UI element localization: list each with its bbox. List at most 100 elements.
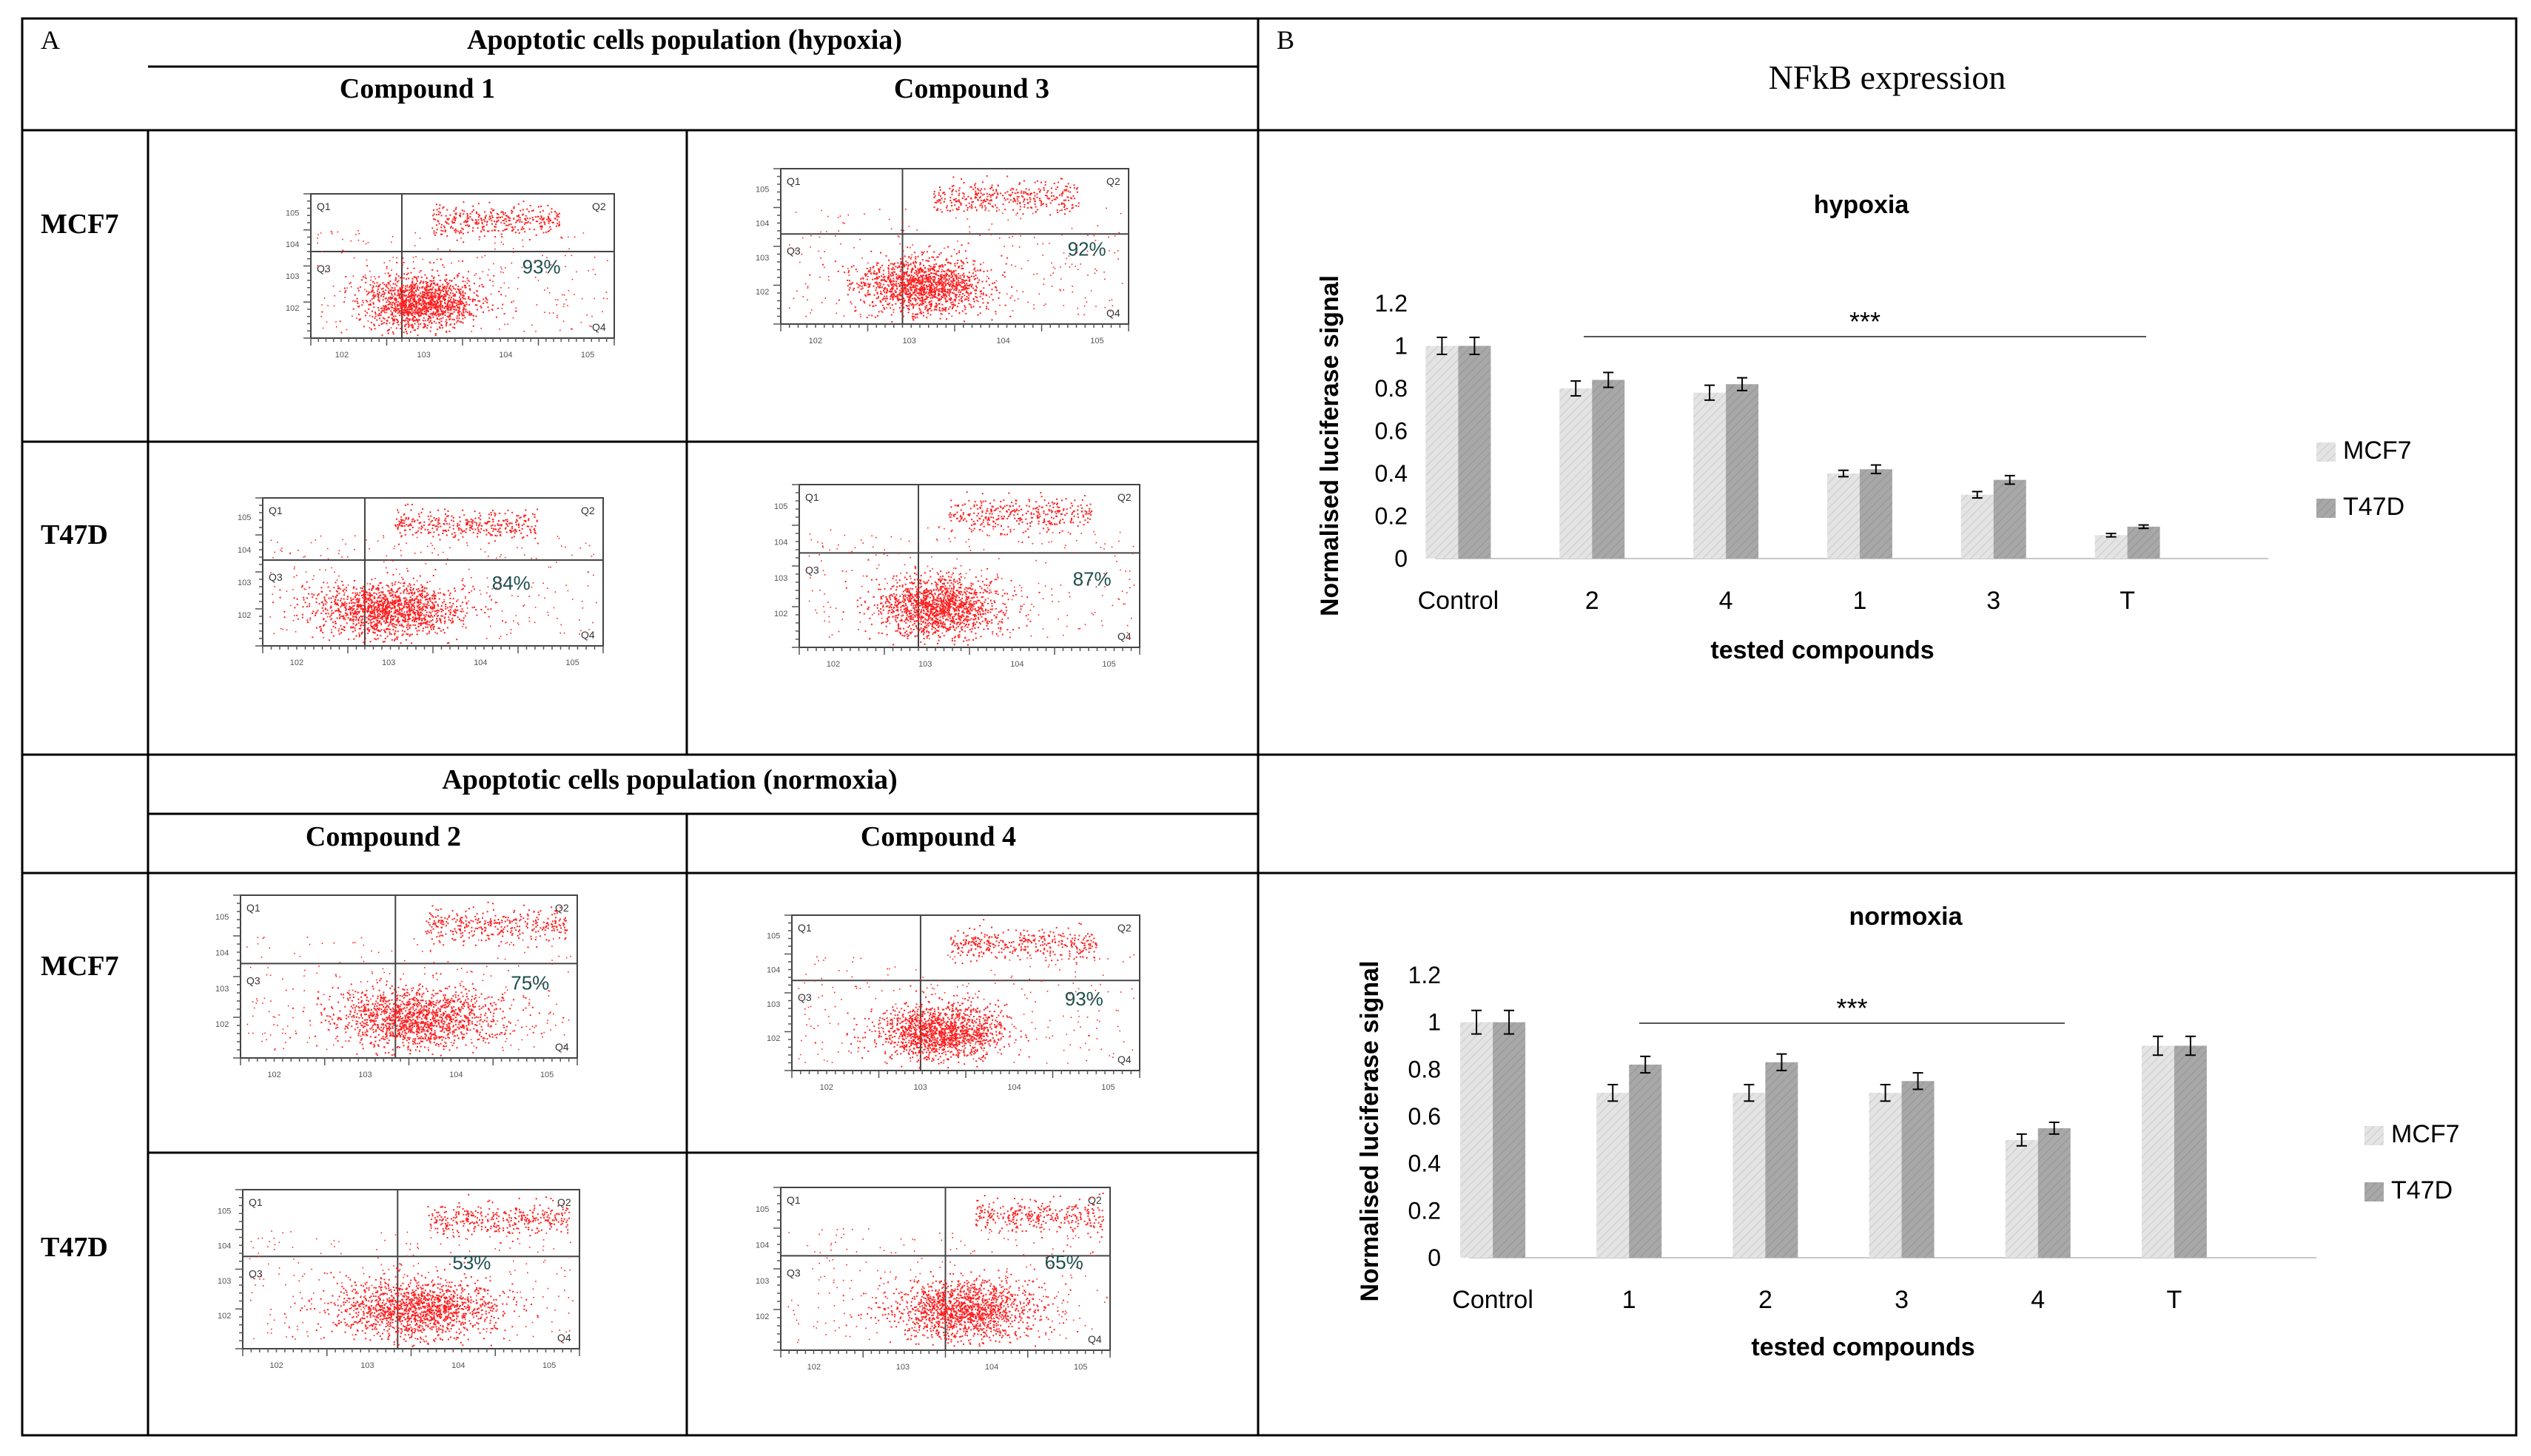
y-axis-decade-label: 105 (767, 932, 780, 941)
x-axis-label: tested compounds (1710, 636, 1934, 664)
y-tick-label: 0.2 (1375, 503, 1408, 530)
x-axis-decade-label: 102 (827, 660, 840, 669)
y-tick-label: 0 (1428, 1244, 1441, 1271)
quadrant-label-q2: Q2 (557, 1196, 571, 1208)
flow-plot: 102 105 103 104 104 103 105 102 Q1 Q2 Q3 Q4 53% (218, 1189, 580, 1370)
x-category-label: 3 (1986, 587, 2000, 615)
panel-a-label: A (41, 25, 60, 55)
y-axis-decade-label: 103 (238, 579, 251, 587)
quadrant-label-q3: Q3 (787, 245, 801, 257)
bar-t47d-2 (1765, 1062, 1798, 1258)
x-axis-decade-label: 102 (267, 1071, 280, 1079)
quadrant-label-q3: Q3 (787, 1267, 801, 1278)
flow-cytometry-plots: 102 105 103 104 104 103 105 102 Q1 Q2 Q3 Q4 93% 102 10… (215, 168, 1140, 1372)
y-axis-decade-label: 102 (286, 304, 299, 313)
x-axis-decade-label: 104 (449, 1071, 463, 1079)
plot-frame (799, 484, 1140, 648)
quadrant-label-q2: Q2 (1106, 175, 1120, 187)
y-tick-label: 0 (1394, 545, 1408, 572)
legend-label-mcf7: MCF7 (2391, 1120, 2460, 1148)
scatter-dots (269, 503, 597, 644)
y-axis-decade-label: 102 (774, 610, 787, 619)
y-axis-decade-label: 104 (756, 220, 769, 229)
x-axis-decade-label: 103 (382, 658, 395, 667)
x-axis-decade-label: 104 (1010, 660, 1024, 669)
x-category-label: 4 (1719, 587, 1733, 615)
bar-mcf7-4 (2005, 1139, 2038, 1258)
x-axis-decade-label: 105 (1074, 1363, 1087, 1372)
flow-plot: 102 105 103 104 104 103 105 102 Q1 Q2 Q3 Q4 87% (774, 484, 1140, 669)
col-header-compound-2: Compound 2 (306, 821, 461, 852)
plot-axis-ticks (235, 1189, 580, 1356)
y-axis-decade-label: 105 (286, 209, 299, 218)
x-category-label: 4 (2031, 1286, 2045, 1314)
row-label-mcf7-normoxia: MCF7 (41, 951, 119, 982)
y-axis-decade-label: 104 (774, 538, 787, 547)
quadrant-label-q2: Q2 (1088, 1194, 1102, 1206)
x-axis-decade-label: 103 (360, 1361, 374, 1370)
quadrant-percent-label: 92% (1068, 238, 1106, 260)
x-axis-decade-label: 103 (903, 337, 916, 346)
y-axis-decade-label: 102 (238, 611, 251, 620)
bar-t47d-3 (1901, 1081, 1935, 1258)
col-header-compound-3: Compound 3 (894, 73, 1049, 104)
y-tick-label: 0.8 (1408, 1056, 1441, 1082)
normoxia-header: Apoptotic cells population (normoxia) (442, 764, 897, 795)
x-axis-decade-label: 104 (451, 1361, 465, 1370)
plot-axis-ticks (255, 497, 604, 653)
quadrant-label-q1: Q1 (787, 175, 801, 187)
plot-axis-ticks (303, 193, 615, 346)
quadrant-percent-label: 65% (1045, 1251, 1083, 1273)
quadrant-label-q4: Q4 (1117, 630, 1132, 642)
bar-mcf7-2 (1559, 388, 1593, 559)
legend-label-t47d: T47D (2391, 1176, 2453, 1204)
legend-swatch-mcf7 (2364, 1126, 2384, 1145)
quadrant-percent-label: 93% (1065, 988, 1103, 1010)
plot-frame (310, 193, 615, 339)
x-axis-decade-label: 103 (417, 351, 431, 360)
bar-t47d-control (1493, 1022, 1526, 1258)
plot-axis-ticks (792, 484, 1140, 655)
significance-stars: *** (1849, 306, 1880, 337)
scatter-dots (249, 1193, 574, 1347)
x-axis-decade-label: 103 (896, 1363, 910, 1372)
bar-t47d-1 (1859, 469, 1892, 559)
row-label-t47d-hypoxia: T47D (41, 519, 108, 550)
quadrant-label-q3: Q3 (269, 571, 283, 583)
y-axis-decade-label: 104 (756, 1241, 769, 1250)
bar-mcf7-t (2141, 1045, 2174, 1258)
quadrant-label-q1: Q1 (246, 902, 261, 914)
bar-t47d-2 (1592, 380, 1625, 559)
quadrant-label-q2: Q2 (592, 200, 606, 212)
row-label-mcf7-hypoxia: MCF7 (41, 209, 119, 240)
x-axis-decade-label: 105 (540, 1071, 554, 1079)
quadrant-label-q4: Q4 (1117, 1054, 1132, 1065)
flow-plot: 102 105 103 104 104 103 105 102 Q1 Q2 Q3 Q4 92% (756, 168, 1129, 346)
y-tick-label: 0.6 (1408, 1103, 1441, 1130)
quadrant-label-q1: Q1 (269, 505, 283, 516)
quadrant-label-q3: Q3 (805, 564, 819, 576)
x-category-label: 1 (1622, 1286, 1636, 1314)
y-tick-label: 1 (1428, 1009, 1441, 1036)
bar-t47d-t (2127, 526, 2160, 559)
bar-mcf7-4 (1693, 392, 1727, 559)
y-axis-decade-label: 103 (767, 1000, 780, 1009)
table-grid (21, 17, 2518, 1437)
x-category-label: Control (1418, 587, 1499, 615)
chart-normoxia: normoxia 0 0.2 0.4 0.6 0.8 1 1.2 Normalised luci… (1356, 903, 2460, 1361)
y-tick-label: 1.2 (1408, 962, 1441, 988)
x-category-label: 1 (1852, 587, 1866, 615)
y-axis-decade-label: 105 (756, 186, 769, 195)
quadrant-label-q3: Q3 (317, 263, 331, 274)
quadrant-label-q1: Q1 (249, 1196, 263, 1208)
y-axis-decade-label: 104 (286, 240, 299, 249)
y-axis-decade-label: 105 (218, 1207, 231, 1216)
plot-axis-ticks (773, 1187, 1111, 1358)
y-axis-label: Normalised luciferase signal (1356, 960, 1384, 1301)
quadrant-label-q2: Q2 (581, 505, 595, 516)
bar-mcf7-2 (1732, 1093, 1766, 1258)
flow-plot: 102 105 103 104 104 103 105 102 Q1 Q2 Q3 Q4 75% (215, 894, 578, 1079)
significance-stars: *** (1836, 993, 1867, 1023)
quadrant-label-q2: Q2 (1117, 922, 1132, 934)
